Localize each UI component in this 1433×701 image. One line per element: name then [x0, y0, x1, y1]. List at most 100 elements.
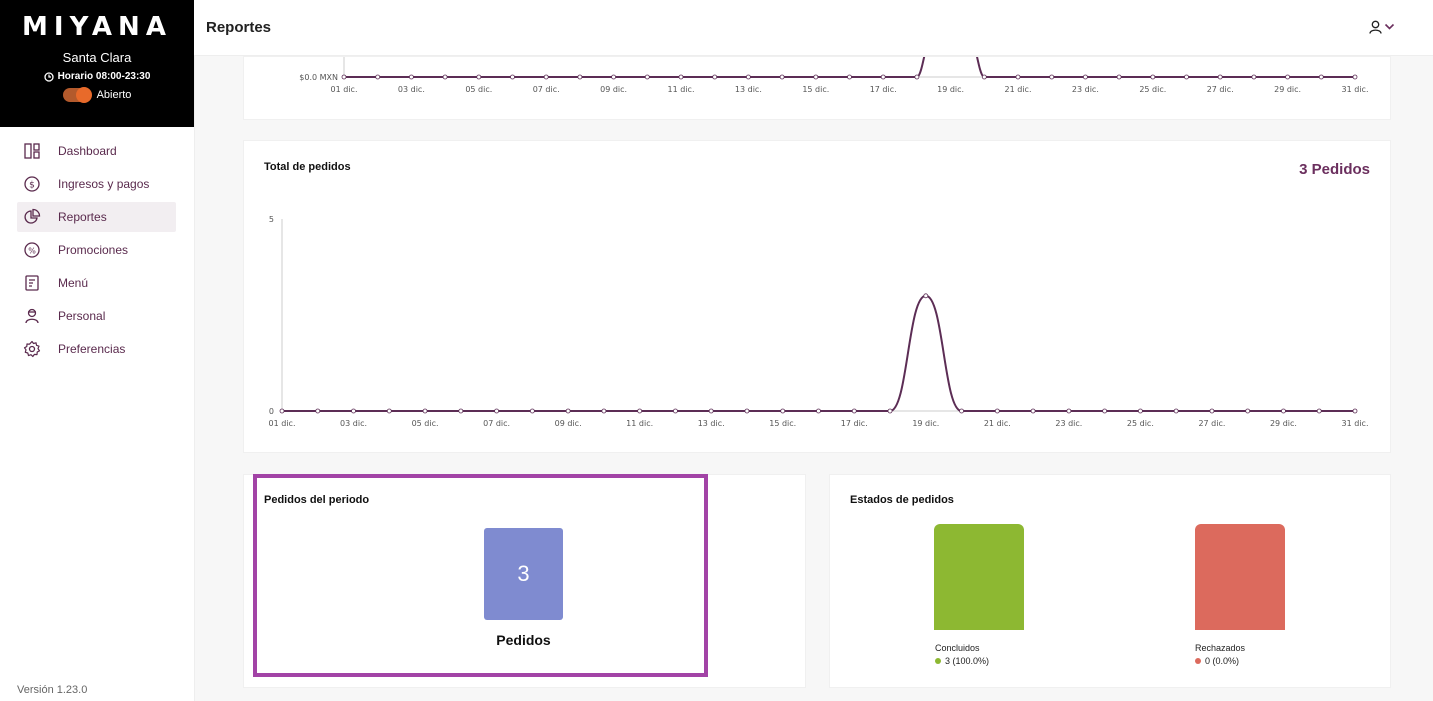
data-point — [880, 74, 886, 80]
chevron-down-icon — [1384, 23, 1395, 30]
svg-text:%: % — [28, 247, 36, 256]
data-point — [422, 408, 428, 414]
y-tick-label: 5 — [269, 215, 274, 224]
data-point — [914, 74, 920, 80]
bar-rechazados — [1195, 524, 1285, 630]
sidebar-item-personal[interactable]: Personal — [17, 301, 176, 331]
sidebar-item-dashboard[interactable]: Dashboard — [17, 136, 176, 166]
store-hours: Horario 08:00-23:30 — [0, 71, 194, 82]
orders-chart-card: Total de pedidos 3 Pedidos 5 0 01 dic. 03 d… — [243, 140, 1391, 453]
data-point — [543, 74, 549, 80]
data-point — [1316, 408, 1322, 414]
data-point — [1352, 74, 1358, 80]
svg-text:$: $ — [29, 181, 35, 191]
legend-label: Rechazados — [1195, 643, 1246, 653]
x-tick-label: 15 dic. — [802, 85, 829, 94]
sidebar-item-reportes[interactable]: Reportes — [17, 202, 176, 232]
status-label: Abierto — [96, 89, 132, 101]
data-point — [847, 74, 852, 80]
data-point — [1217, 74, 1223, 80]
sidebar-item-label: Ingresos y pagos — [58, 177, 150, 191]
data-point — [351, 408, 356, 414]
data-point — [386, 408, 392, 414]
data-point — [408, 74, 414, 80]
open-toggle[interactable] — [62, 87, 92, 103]
order-status-card: Estados de pedidos — [829, 474, 1391, 688]
y-tick-label: $0.0 MXN — [299, 73, 338, 82]
x-tick-label: 03 dic. — [340, 419, 367, 428]
sidebar-item-ingresos[interactable]: $ Ingresos y pagos — [17, 169, 176, 199]
data-point — [279, 408, 285, 414]
data-point — [1245, 408, 1251, 414]
sidebar-item-preferencias[interactable]: Preferencias — [17, 334, 176, 364]
data-point — [1116, 74, 1122, 80]
orders-chart-title: Total de pedidos — [264, 161, 351, 173]
percent-icon: % — [24, 242, 40, 258]
sidebar-item-label: Personal — [58, 309, 106, 323]
sidebar: MIYANA Santa Clara Horario 08:00-23:30 A… — [0, 0, 195, 701]
legend-rechazados: Rechazados 0 (0.0%) — [1195, 643, 1245, 666]
x-tick-label: 19 dic. — [912, 419, 939, 428]
user-icon — [1369, 20, 1382, 34]
sidebar-item-menu[interactable]: Menú — [17, 268, 176, 298]
data-point — [816, 408, 821, 414]
x-tick-label: 27 dic. — [1207, 85, 1234, 94]
sidebar-item-label: Menú — [58, 276, 89, 290]
legend-dot — [1195, 658, 1201, 664]
legend-dot — [935, 658, 941, 664]
data-point — [1102, 408, 1108, 414]
data-point — [678, 74, 684, 80]
x-tick-label: 21 dic. — [1005, 85, 1032, 94]
page-title: Reportes — [206, 19, 272, 36]
x-tick-label: 31 dic. — [1342, 419, 1369, 428]
x-tick-label: 21 dic. — [984, 419, 1011, 428]
data-point — [1352, 408, 1358, 414]
x-tick-label: 03 dic. — [398, 85, 425, 94]
revenue-chart-card: $0.0 MXN 01 dic. 03 dic. 05 dic. 07 dic. 09 d… — [243, 56, 1391, 120]
orders-line-chart: 5 0 01 dic. 03 dic. 05 dic. 07 dic. 09 dic. 11 … — [269, 215, 1369, 428]
x-tick-label: 01 dic. — [331, 85, 358, 94]
data-point — [565, 408, 571, 414]
data-point — [923, 293, 929, 299]
x-tick-label: 25 dic. — [1127, 419, 1154, 428]
data-point — [644, 74, 650, 80]
person-icon — [25, 308, 39, 324]
data-point — [494, 408, 500, 414]
top-bar: Reportes — [194, 0, 1433, 56]
sidebar-item-promociones[interactable]: % Promociones — [17, 235, 176, 265]
x-tick-label: 11 dic. — [668, 85, 695, 94]
sidebar-item-label: Preferencias — [58, 342, 126, 356]
sidebar-item-label: Dashboard — [58, 144, 117, 158]
x-tick-label: 05 dic. — [412, 419, 439, 428]
data-point — [981, 74, 987, 80]
app-version: Versión 1.23.0 — [17, 684, 88, 696]
orders-kpi-label: Pedidos — [496, 632, 551, 648]
gear-icon — [23, 340, 41, 358]
x-tick-label: 23 dic. — [1072, 85, 1099, 94]
user-menu[interactable] — [1369, 20, 1395, 34]
data-point — [780, 408, 786, 414]
x-tick-label: 01 dic. — [269, 419, 296, 428]
sidebar-item-label: Promociones — [58, 243, 129, 257]
data-point — [476, 74, 482, 80]
data-point — [1066, 408, 1072, 414]
revenue-series-line — [344, 57, 1355, 78]
period-orders-title: Pedidos del periodo — [264, 494, 370, 506]
x-tick-label: 27 dic. — [1198, 419, 1225, 428]
x-tick-label: 23 dic. — [1055, 419, 1082, 428]
data-point — [1015, 74, 1021, 80]
data-point — [1285, 74, 1290, 80]
x-tick-label: 29 dic. — [1270, 419, 1297, 428]
store-status: Abierto — [0, 87, 194, 103]
x-tick-label: 07 dic. — [533, 85, 560, 94]
data-point — [1173, 408, 1179, 414]
data-point — [315, 408, 321, 414]
x-tick-label: 07 dic. — [483, 419, 510, 428]
menu-book-icon — [25, 275, 39, 291]
data-point — [712, 74, 718, 80]
data-point — [601, 408, 607, 414]
revenue-line-chart: $0.0 MXN 01 dic. 03 dic. 05 dic. 07 dic. 09 d… — [299, 57, 1368, 94]
orders-total: 3 Pedidos — [1299, 161, 1370, 178]
data-point — [1138, 408, 1143, 414]
clock-icon — [43, 71, 54, 82]
